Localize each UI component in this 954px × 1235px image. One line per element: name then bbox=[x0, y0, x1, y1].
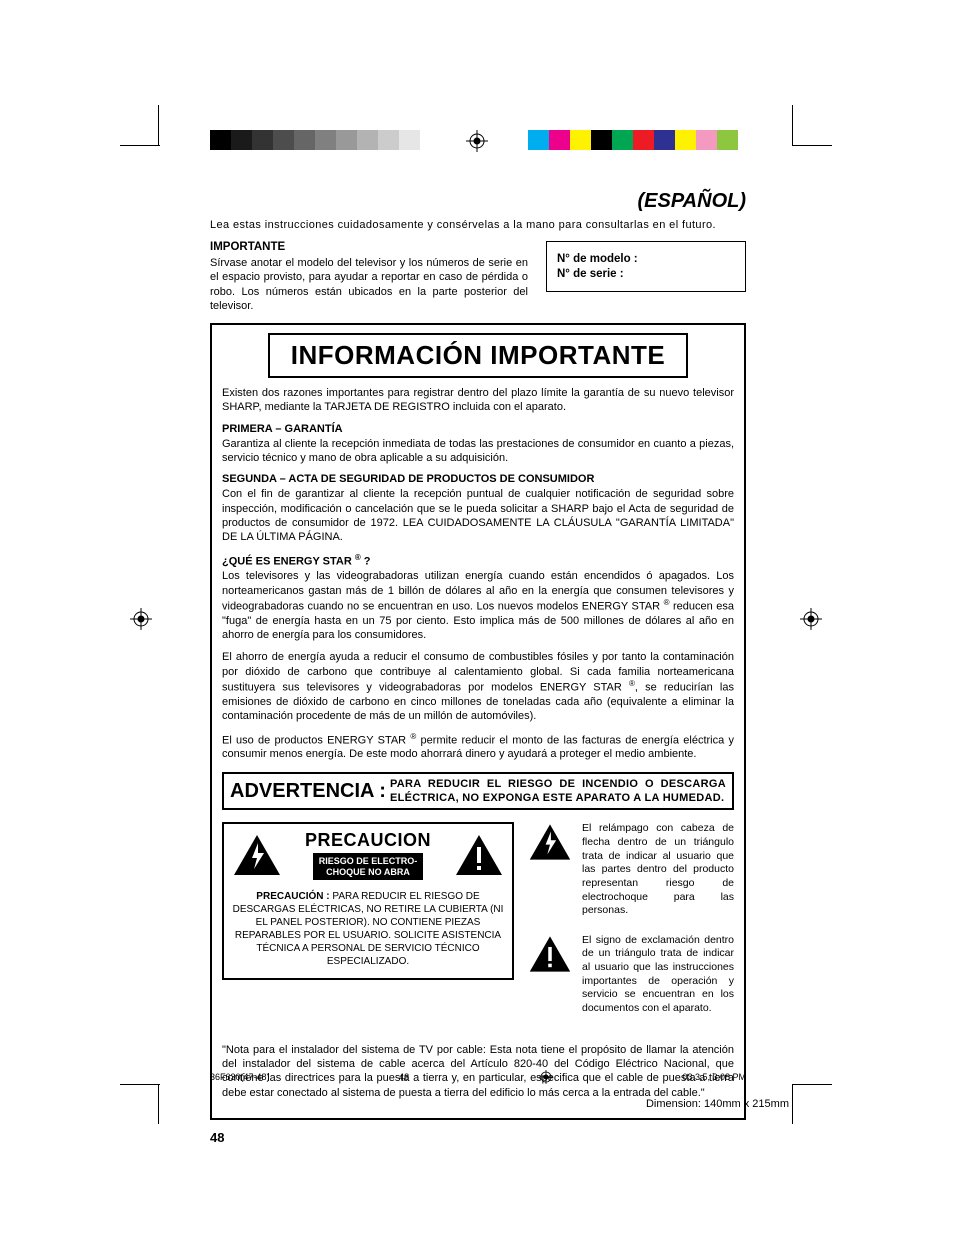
swatch bbox=[591, 130, 612, 150]
swatch bbox=[549, 130, 570, 150]
page-number: 48 bbox=[210, 1130, 746, 1145]
swatch bbox=[696, 130, 717, 150]
crop-mark bbox=[792, 1084, 793, 1124]
icon-row-excl: El signo de exclamación dentro de un tri… bbox=[528, 934, 734, 1016]
footer-doc-id: 36F630(47-48) bbox=[210, 1072, 270, 1082]
document-content: (ESPAÑOL) Lea estas instrucciones cuidad… bbox=[210, 190, 746, 1145]
color-calibration-bar bbox=[528, 130, 738, 150]
crop-mark bbox=[792, 145, 832, 146]
icon-row-bolt: El relámpago con cabeza de flecha dentro… bbox=[528, 822, 734, 917]
crop-mark bbox=[120, 145, 160, 146]
advertencia-text: PARA REDUCIR EL RIESGO DE INCENDIO O DES… bbox=[390, 777, 726, 806]
bolt-description: El relámpago con cabeza de flecha dentro… bbox=[582, 822, 734, 917]
advertencia-label: ADVERTENCIA : bbox=[230, 780, 386, 803]
swatch bbox=[399, 130, 420, 150]
crop-mark bbox=[120, 1084, 160, 1085]
precaucion-area: PRECAUCION RIESGO DE ELECTRO-CHOQUE NO A… bbox=[222, 822, 734, 1031]
energystar-p3: El uso de productos ENERGY STAR ® permit… bbox=[222, 732, 734, 762]
icon-descriptions: El relámpago con cabeza de flecha dentro… bbox=[528, 822, 734, 1031]
section-heading-acta: SEGUNDA – ACTA DE SEGURIDAD DE PRODUCTOS… bbox=[222, 473, 734, 485]
swatch bbox=[210, 130, 231, 150]
crop-mark bbox=[792, 105, 793, 145]
excl-description: El signo de exclamación dentro de un tri… bbox=[582, 934, 734, 1016]
precaucion-subtitle: RIESGO DE ELECTRO-CHOQUE NO ABRA bbox=[313, 853, 424, 880]
footer-timestamp: 03.3.5, 3:08 PM bbox=[682, 1072, 746, 1082]
swatch bbox=[570, 130, 591, 150]
energystar-p2: El ahorro de energía ayuda a reducir el … bbox=[222, 650, 734, 723]
footer-page: 48 bbox=[399, 1072, 409, 1082]
intro-text: Lea estas instrucciones cuidadosamente y… bbox=[210, 219, 746, 231]
exclamation-triangle-icon bbox=[454, 833, 504, 877]
swatch bbox=[654, 130, 675, 150]
swatch bbox=[612, 130, 633, 150]
swatch bbox=[633, 130, 654, 150]
energystar-p1: Los televisores y las videograbadoras ut… bbox=[222, 569, 734, 642]
precaucion-title: PRECAUCION bbox=[286, 830, 450, 851]
info-intro: Existen dos razones importantes para reg… bbox=[222, 386, 734, 415]
precaucion-header-row: PRECAUCION RIESGO DE ELECTRO-CHOQUE NO A… bbox=[228, 830, 508, 880]
swatch bbox=[252, 130, 273, 150]
registration-mark-icon bbox=[800, 608, 822, 630]
swatch bbox=[315, 130, 336, 150]
informacion-importante-box: INFORMACIÓN IMPORTANTE Existen dos razon… bbox=[210, 323, 746, 1120]
print-footer: 36F630(47-48) 48 03.3.5, 3:08 PM bbox=[210, 1070, 746, 1084]
importante-body: Sírvase anotar el modelo del televisor y… bbox=[210, 256, 528, 313]
swatch bbox=[231, 130, 252, 150]
serial-number-label: N° de serie : bbox=[557, 268, 735, 280]
registration-mark-icon bbox=[539, 1070, 553, 1084]
section-heading-energystar: ¿QUÉ ES ENERGY STAR ® ? bbox=[222, 553, 734, 568]
swatch bbox=[294, 130, 315, 150]
crop-mark bbox=[158, 105, 159, 145]
importante-row: IMPORTANTE Sírvase anotar el modelo del … bbox=[210, 241, 746, 313]
precaucion-left: PRECAUCION RIESGO DE ELECTRO-CHOQUE NO A… bbox=[222, 822, 514, 1031]
dimension-label: Dimension: 140mm x 215mm bbox=[646, 1098, 789, 1110]
swatch bbox=[528, 130, 549, 150]
lightning-triangle-icon bbox=[232, 833, 282, 877]
swatch bbox=[336, 130, 357, 150]
language-heading: (ESPAÑOL) bbox=[210, 190, 746, 213]
swatch bbox=[273, 130, 294, 150]
swatch bbox=[357, 130, 378, 150]
grayscale-calibration-bar bbox=[210, 130, 420, 150]
precaucion-body: PRECAUCIÓN : PARA REDUCIR EL RIESGO DE D… bbox=[228, 890, 508, 968]
registration-mark-icon bbox=[466, 130, 488, 152]
swatch bbox=[717, 130, 738, 150]
crop-mark bbox=[158, 1084, 159, 1124]
page: (ESPAÑOL) Lea estas instrucciones cuidad… bbox=[0, 0, 954, 1235]
crop-mark bbox=[792, 1084, 832, 1085]
section-body-garantia: Garantiza al cliente la recepción inmedi… bbox=[222, 437, 734, 466]
precaucion-box: PRECAUCION RIESGO DE ELECTRO-CHOQUE NO A… bbox=[222, 822, 514, 980]
exclamation-triangle-icon bbox=[528, 934, 572, 974]
model-number-label: N° de modelo : bbox=[557, 253, 735, 265]
swatch bbox=[675, 130, 696, 150]
section-body-acta: Con el fin de garantizar al cliente la r… bbox=[222, 487, 734, 544]
registration-mark-icon bbox=[130, 608, 152, 630]
advertencia-box: ADVERTENCIA : PARA REDUCIR EL RIESGO DE … bbox=[222, 772, 734, 811]
section-heading-garantia: PRIMERA – GARANTÍA bbox=[222, 423, 734, 435]
importante-heading: IMPORTANTE bbox=[210, 241, 528, 253]
info-title: INFORMACIÓN IMPORTANTE bbox=[268, 333, 688, 378]
importante-block: IMPORTANTE Sírvase anotar el modelo del … bbox=[210, 241, 528, 313]
lightning-triangle-icon bbox=[528, 822, 572, 862]
precaucion-label-box: PRECAUCION RIESGO DE ELECTRO-CHOQUE NO A… bbox=[282, 830, 454, 880]
model-serial-box: N° de modelo : N° de serie : bbox=[546, 241, 746, 292]
swatch bbox=[378, 130, 399, 150]
